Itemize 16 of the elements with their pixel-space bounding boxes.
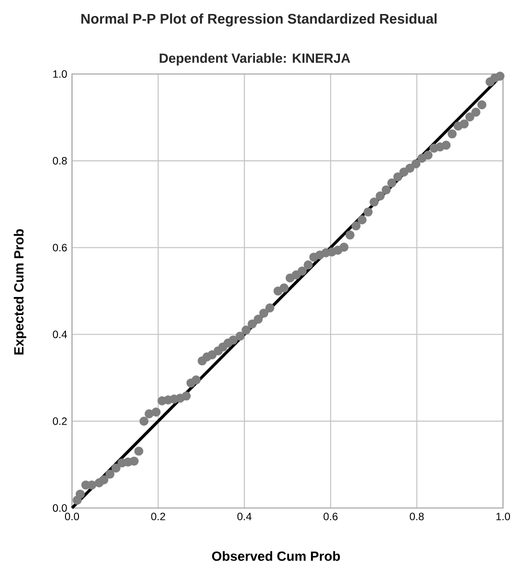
x-tick-label: 0.0 <box>65 512 80 520</box>
y-tick-label: 1.0 <box>53 70 67 78</box>
y-tick-label: 0.4 <box>52 330 67 338</box>
x-tick-label: 0.6 <box>324 512 338 520</box>
chart-title: Normal P-P Plot of Regression Standardized Residual <box>81 13 437 27</box>
x-axis-title: Observed Cum Prob <box>212 551 340 561</box>
x-tick-label: 1.0 <box>496 512 510 520</box>
chart-subtitle: Dependent Variable: KINERJA <box>160 53 350 66</box>
y-tick-label: 0.2 <box>52 417 67 425</box>
y-tick-label: 0.8 <box>52 157 67 165</box>
y-tick-label: 0.0 <box>52 504 67 512</box>
y-axis-title: Expected Cum Prob <box>14 229 26 354</box>
y-tick-label: 0.6 <box>52 244 67 252</box>
x-tick-label: 0.8 <box>410 512 424 520</box>
x-tick-label: 0.2 <box>151 512 166 520</box>
x-tick-label: 0.4 <box>237 512 252 520</box>
